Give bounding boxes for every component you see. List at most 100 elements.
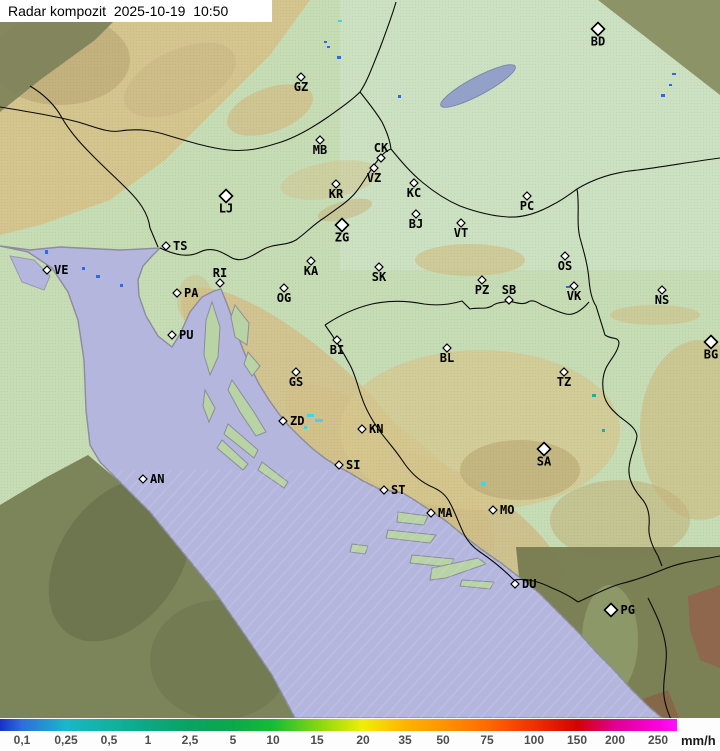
station-label-kr: KR	[329, 187, 344, 201]
radar-echo	[338, 20, 342, 22]
station-marker-sk	[374, 262, 384, 272]
station-marker-mo	[488, 505, 498, 515]
radar-echo	[307, 414, 314, 417]
station-label-pg: PG	[621, 603, 635, 617]
station-marker-pz	[477, 275, 487, 285]
station-label-kn: KN	[369, 422, 383, 436]
legend-tick-0_1: 0,1	[13, 733, 31, 747]
station-marker-ns	[657, 285, 667, 295]
station-label-ck: CK	[374, 141, 389, 155]
station-label-bd: BD	[591, 35, 605, 49]
station-marker-sb	[504, 295, 514, 305]
station-marker-an	[138, 474, 148, 484]
legend-tick-0_5: 0,5	[100, 733, 118, 747]
station-marker-og	[279, 283, 289, 293]
venice-lagoon	[9, 255, 51, 291]
station-marker-ck	[376, 153, 386, 163]
legend-tick-20: 20	[356, 733, 370, 747]
station-marker-ka	[306, 256, 316, 266]
station-label-kc: KC	[407, 186, 421, 200]
radar-echo	[566, 286, 570, 288]
radar-echo	[120, 284, 123, 287]
legend-tick-15: 15	[310, 733, 324, 747]
radar-map: BD GZ MB CK VZ KR KC PC LJ BJ VT ZG TS OS KA SK VE RI PA OG…	[0, 0, 720, 718]
station-marker-zd	[278, 416, 288, 426]
radar-echo	[324, 41, 327, 43]
station-label-ma: MA	[438, 506, 453, 520]
station-marker-kn	[357, 424, 367, 434]
station-marker-kr	[331, 179, 341, 189]
station-label-tz: TZ	[557, 375, 571, 389]
radar-echo	[327, 46, 330, 48]
station-marker-gs	[291, 367, 301, 377]
legend-tick-75: 75	[480, 733, 494, 747]
station-marker-pa	[172, 288, 182, 298]
legend-tick-50: 50	[436, 733, 450, 747]
station-marker-ts	[161, 241, 171, 251]
station-label-sk: SK	[372, 270, 387, 284]
station-label-bl: BL	[440, 351, 454, 365]
radar-echo	[481, 482, 486, 486]
station-label-zd: ZD	[290, 414, 304, 428]
radar-echo	[592, 394, 596, 397]
lake-balaton	[440, 64, 516, 108]
station-label-pc: PC	[520, 199, 534, 213]
station-marker-sa	[536, 441, 552, 457]
station-label-ts: TS	[173, 239, 187, 253]
station-label-st: ST	[391, 483, 405, 497]
station-marker-vk	[569, 281, 579, 291]
radar-echo	[337, 56, 341, 59]
radar-echo	[354, 461, 358, 463]
station-label-mo: MO	[500, 503, 514, 517]
legend-color-bar	[0, 719, 677, 731]
station-label-gz: GZ	[294, 80, 308, 94]
radar-echo	[315, 419, 323, 422]
station-label-ns: NS	[655, 293, 669, 307]
radar-map-canvas: BD GZ MB CK VZ KR KC PC LJ BJ VT ZG TS OS KA SK VE RI PA OG…	[0, 0, 720, 718]
station-label-bj: BJ	[409, 217, 423, 231]
station-marker-pu	[167, 330, 177, 340]
station-label-os: OS	[558, 259, 572, 273]
title-bar: Radar kompozit 2025-10-19 10:50	[0, 0, 272, 22]
legend-tick-2_5: 2,5	[181, 733, 199, 747]
radar-echo	[661, 94, 665, 97]
legend-tick-1: 1	[144, 733, 152, 747]
legend-tick-5: 5	[229, 733, 237, 747]
station-label-pa: PA	[184, 286, 199, 300]
radar-echo	[304, 426, 307, 429]
station-marker-bi	[332, 335, 342, 345]
legend-tick-0_25: 0,25	[54, 733, 78, 747]
station-label-bi: BI	[330, 343, 344, 357]
station-label-vk: VK	[567, 289, 582, 303]
radar-echo	[96, 275, 100, 278]
station-marker-pc	[522, 191, 532, 201]
legend-tick-10: 10	[266, 733, 280, 747]
station-marker-ve	[42, 265, 52, 275]
station-label-pu: PU	[179, 328, 193, 342]
station-label-an: AN	[150, 472, 164, 486]
legend-tick-35: 35	[398, 733, 412, 747]
legend: 0,1 0,25 0,5 1 2,5 5 10 15 20 35 50 75 100 150 200 250 …	[0, 718, 720, 751]
station-marker-lj	[218, 188, 234, 204]
station-label-ve: VE	[54, 263, 68, 277]
station-label-ri: RI	[213, 266, 227, 280]
station-marker-vz	[369, 163, 379, 173]
station-marker-os	[560, 251, 570, 261]
station-label-mb: MB	[313, 143, 327, 157]
station-label-sa: SA	[537, 455, 552, 469]
radar-echo	[669, 84, 672, 86]
station-label-ka: KA	[304, 264, 319, 278]
station-label-gs: GS	[289, 375, 303, 389]
station-label-vz: VZ	[367, 171, 381, 185]
legend-unit: mm/h	[681, 733, 716, 748]
radar-echo	[602, 429, 605, 432]
station-label-si: SI	[346, 458, 360, 472]
station-marker-kc	[409, 178, 419, 188]
station-label-sb: SB	[502, 283, 516, 297]
station-marker-gz	[296, 72, 306, 82]
radar-echoes-layer	[45, 20, 676, 486]
station-label-du: DU	[522, 577, 536, 591]
station-marker-bj	[411, 209, 421, 219]
station-marker-du	[510, 579, 520, 589]
